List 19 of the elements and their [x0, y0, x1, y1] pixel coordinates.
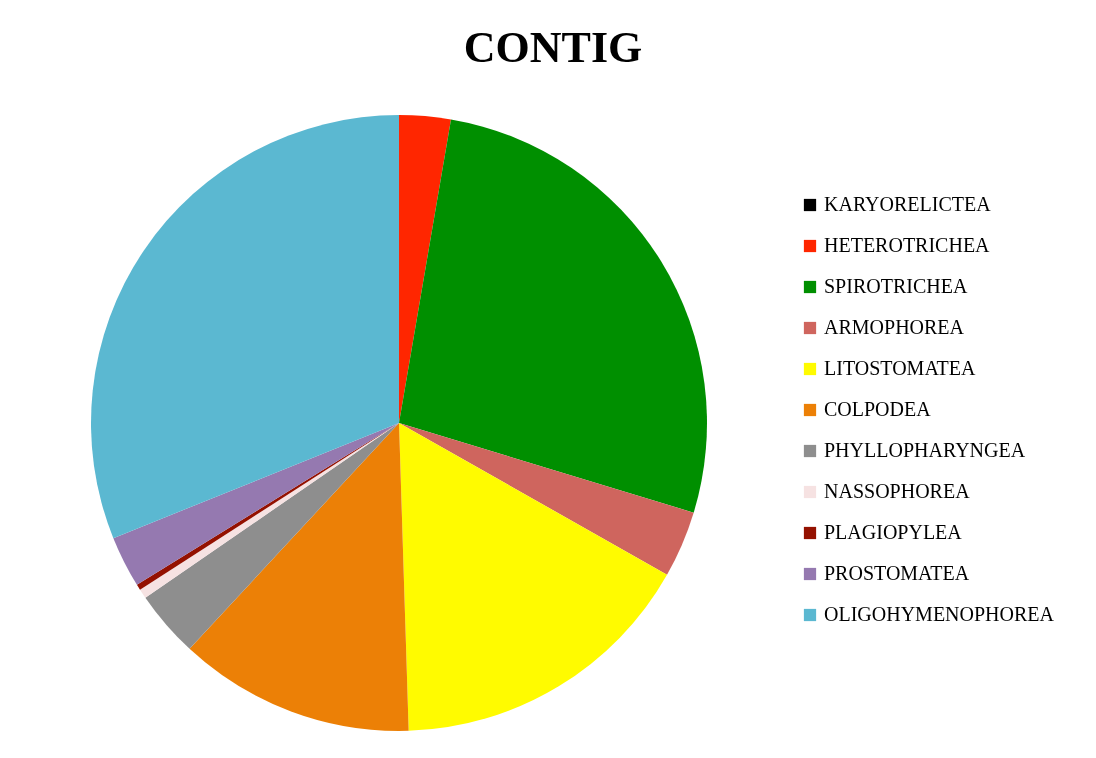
legend-label: ARMOPHOREA [824, 316, 965, 338]
legend-label: HETEROTRICHEA [824, 234, 991, 256]
legend-label: KARYORELICTEA [824, 193, 992, 215]
legend-label: PHYLLOPHARYNGEA [824, 439, 1026, 461]
legend-label: SPIROTRICHEA [824, 275, 968, 297]
legend-label: PLAGIOPYLEA [824, 521, 963, 543]
legend-label: PROSTOMATEA [824, 562, 970, 584]
pie-slice [399, 119, 707, 513]
pie-slice [91, 115, 399, 539]
pie-slice [145, 423, 399, 649]
legend-label: LITOSTOMATEA [824, 357, 977, 379]
legend-label: COLPODEA [824, 398, 932, 420]
pie-slice [399, 115, 451, 423]
pie-slice [189, 423, 409, 731]
pie-slice [399, 423, 668, 731]
legend-label: OLIGOHYMENOPHOREA [824, 603, 1055, 625]
chart-title: CONTIG [463, 23, 643, 72]
legend-label: NASSOPHOREA [824, 480, 971, 502]
pie-slice [399, 423, 694, 575]
